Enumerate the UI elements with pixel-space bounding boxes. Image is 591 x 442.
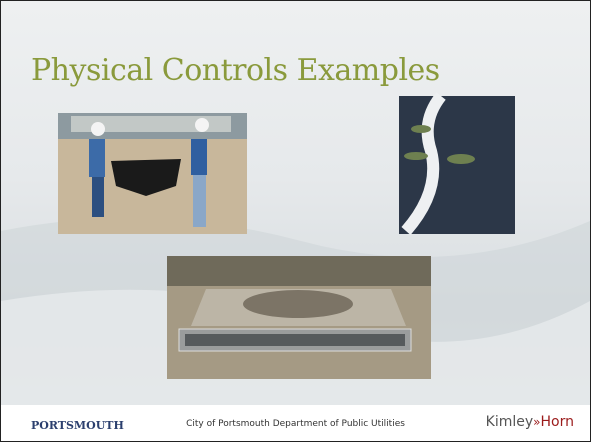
slide-title: Physical Controls Examples <box>31 53 440 88</box>
logo-word: Kimley <box>486 414 534 430</box>
logo-word: Horn <box>541 414 574 430</box>
kimley-horn-logo: Kimley»Horn <box>486 414 574 430</box>
slide: Physical Controls Examples PORTSMOUTH Ci… <box>0 0 591 442</box>
logo-arrows: » <box>533 415 540 429</box>
photo-silt-fence <box>58 113 247 234</box>
footer: PORTSMOUTH City of Portsmouth Department… <box>1 405 590 441</box>
photo-inlet <box>167 256 431 379</box>
photo-boom <box>399 96 515 234</box>
